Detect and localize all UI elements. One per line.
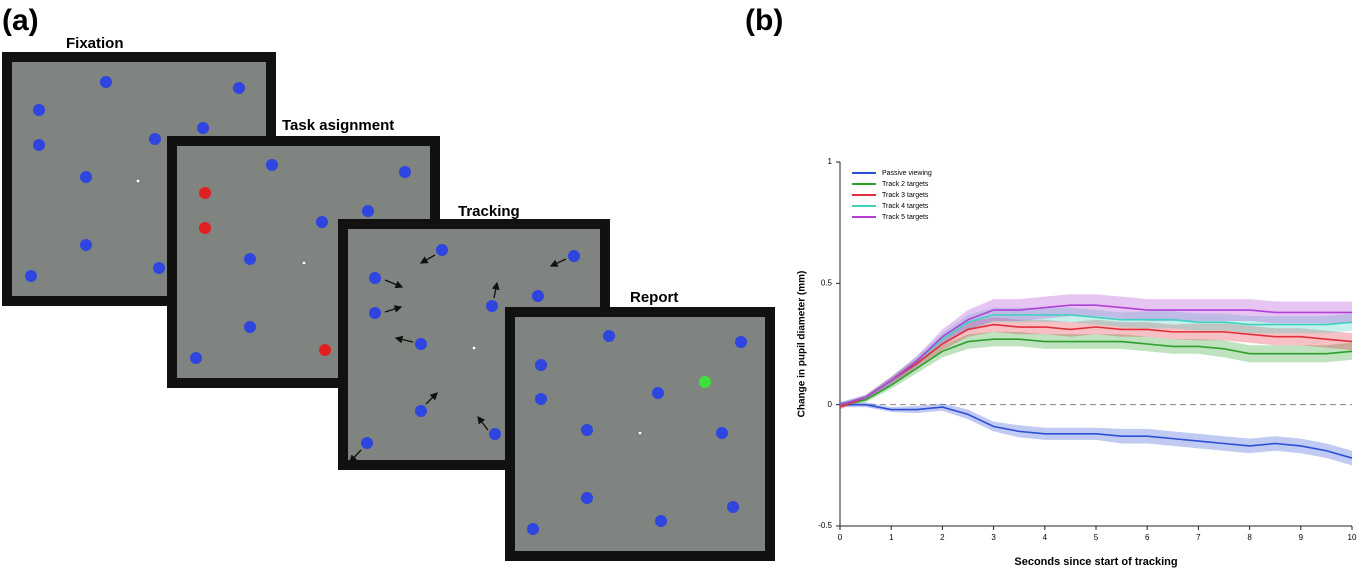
x-tick-label: 10: [1348, 533, 1357, 542]
screen-label: Tracking: [458, 203, 520, 220]
x-tick-label: 0: [838, 533, 843, 542]
x-tick-label: 9: [1299, 533, 1304, 542]
x-tick-label: 6: [1145, 533, 1150, 542]
x-tick-label: 2: [940, 533, 945, 542]
series-line: [839, 304, 1352, 406]
x-tick-label: 1: [889, 533, 894, 542]
legend-label: Passive viewing: [882, 170, 932, 177]
y-tick-label: 0: [828, 400, 833, 409]
x-tick-label: 3: [991, 533, 996, 542]
y-axis-label: Change in pupil diameter (mm): [797, 271, 808, 418]
series-line: [840, 403, 1353, 459]
legend-label: Track 5 targets: [882, 214, 929, 221]
series-line: [839, 338, 1353, 406]
screen-label: Fixation: [66, 35, 124, 52]
error-band: [840, 317, 1352, 410]
legend-label: Track 3 targets: [882, 192, 929, 199]
panel-label: (a): [2, 4, 39, 37]
x-tick-label: 4: [1043, 533, 1048, 542]
legend-label: Track 2 targets: [882, 181, 929, 188]
y-tick-label: -0.5: [818, 521, 832, 530]
x-tick-label: 8: [1247, 533, 1252, 542]
panel-label: (b): [745, 4, 783, 37]
error-band: [840, 307, 1352, 408]
x-axis-label: Seconds since start of tracking: [1014, 556, 1177, 568]
x-tick-label: 7: [1196, 533, 1201, 542]
y-tick-label: 1: [828, 157, 833, 166]
series-line: [839, 323, 1353, 408]
y-tick-label: 0.5: [821, 278, 833, 287]
legend-label: Track 4 targets: [882, 203, 929, 210]
screen: [505, 307, 775, 561]
screen-label: Task asignment: [282, 117, 394, 134]
screen-label: Report: [630, 289, 678, 306]
error-band: [840, 331, 1352, 408]
x-tick-label: 5: [1094, 533, 1099, 542]
